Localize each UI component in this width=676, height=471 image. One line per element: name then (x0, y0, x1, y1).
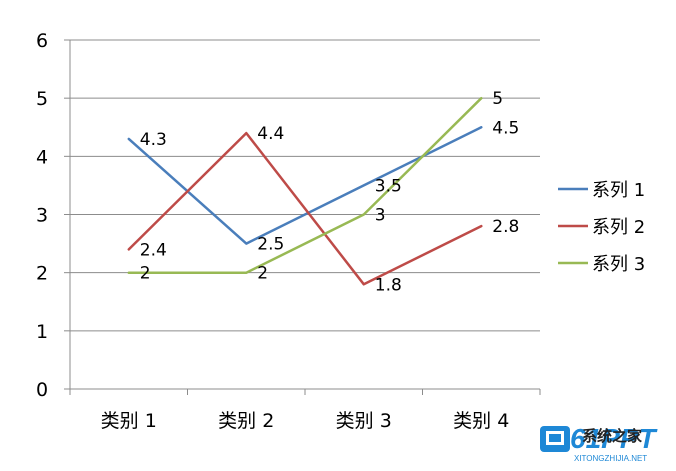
y-tick-labels: 0 1 2 3 4 5 6 (36, 30, 48, 401)
data-label: 3 (375, 206, 386, 226)
legend: 系列 1 系列 2 系列 3 (558, 180, 645, 275)
data-label: 2.5 (257, 235, 284, 255)
data-label: 1.8 (375, 275, 402, 295)
series-line-2 (127, 131, 483, 286)
y-tick-label: 3 (36, 205, 48, 227)
watermark-sub: XITONGZHIJIA.NET (574, 454, 647, 463)
y-tick-label: 2 (36, 263, 48, 285)
legend-label: 系列 2 (592, 217, 645, 238)
watermark-cn: 系统之家 (582, 427, 642, 445)
series-line-3 (127, 96, 483, 274)
x-tick-label: 类别 2 (218, 410, 274, 432)
data-label: 2 (140, 264, 151, 284)
data-label: 4.4 (257, 124, 284, 144)
data-labels: 4.3 2.5 3.5 4.5 2.4 4.4 1.8 2.8 2 2 3 5 (140, 89, 520, 295)
x-tick-labels: 类别 1 类别 2 类别 3 类别 4 (101, 410, 510, 432)
data-label: 4.5 (492, 118, 519, 138)
series-line-1 (127, 126, 483, 245)
x-tick-label: 类别 1 (101, 410, 157, 432)
y-tick-label: 1 (36, 321, 48, 343)
axes (64, 39, 541, 395)
y-tick-label: 0 (36, 379, 48, 401)
x-tick-label: 类别 3 (336, 410, 392, 432)
legend-label: 系列 1 (592, 180, 645, 201)
watermark-brand: 61PPT (570, 423, 658, 454)
x-tick-label: 类别 4 (453, 410, 509, 432)
watermark-logo-icon (540, 426, 570, 452)
y-tick-label: 4 (36, 146, 48, 168)
series-lines (127, 96, 483, 286)
legend-label: 系列 3 (592, 254, 645, 275)
grid-lines (70, 39, 540, 332)
data-label: 2 (257, 264, 268, 284)
data-label: 4.3 (140, 130, 167, 150)
data-label: 3.5 (375, 176, 402, 196)
data-label: 2.8 (492, 217, 519, 237)
data-label: 2.4 (140, 240, 167, 260)
watermark: 61PPT 系统之家 XITONGZHIJIA.NET (540, 423, 658, 463)
data-label: 5 (492, 89, 503, 109)
y-tick-label: 6 (36, 30, 48, 52)
y-tick-label: 5 (36, 88, 48, 110)
